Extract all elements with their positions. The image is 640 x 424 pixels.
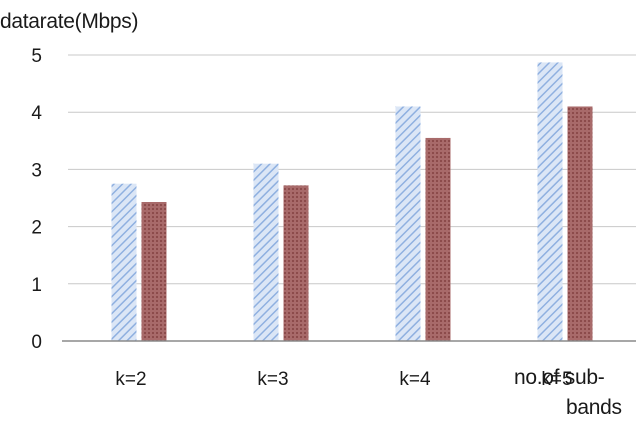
x-axis-label: no.of sub- bands [514, 363, 640, 423]
x-axis-label-line1: no.of sub- [514, 366, 605, 389]
x-tick-label: k=3 [257, 369, 288, 390]
bar-series1-k=3 [253, 163, 279, 341]
bar-series2-k=4 [425, 137, 451, 341]
y-tick-label: 0 [31, 332, 42, 353]
x-axis-label-line2: bands [566, 396, 622, 419]
bar-series1-k=5 [537, 62, 563, 341]
y-axis-label: datarate(Mbps) [0, 10, 139, 33]
bars [111, 62, 593, 341]
y-tick-label: 3 [31, 160, 42, 181]
bar-series2-k=2 [141, 202, 167, 341]
x-tick-labels: k=2 k=3 k=4 k=5 [115, 369, 572, 390]
y-tick-label: 4 [31, 103, 42, 124]
bar-series1-k=2 [111, 183, 137, 341]
x-tick-label: k=4 [399, 369, 431, 390]
bar-series1-k=4 [395, 106, 421, 341]
y-tick-labels: 0 1 2 3 4 5 [31, 46, 42, 353]
x-tick-label: k=5 [541, 369, 572, 390]
y-tick-label: 5 [31, 46, 42, 67]
x-tick-label: k=2 [115, 369, 146, 390]
y-tick-label: 2 [31, 218, 42, 239]
bar-series2-k=3 [283, 185, 309, 341]
bar-series2-k=5 [567, 106, 593, 341]
y-tick-label: 1 [31, 275, 42, 296]
